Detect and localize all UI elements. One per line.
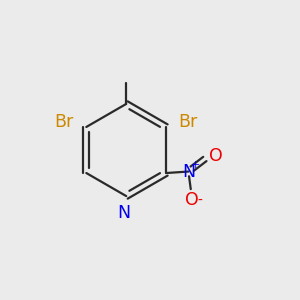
Text: -: - xyxy=(198,194,203,207)
Text: N: N xyxy=(117,203,130,221)
Text: O: O xyxy=(184,191,198,209)
Text: N: N xyxy=(182,163,195,181)
Text: Br: Br xyxy=(55,112,74,130)
Text: O: O xyxy=(209,147,223,165)
Text: +: + xyxy=(191,160,200,170)
Text: Br: Br xyxy=(178,112,198,130)
